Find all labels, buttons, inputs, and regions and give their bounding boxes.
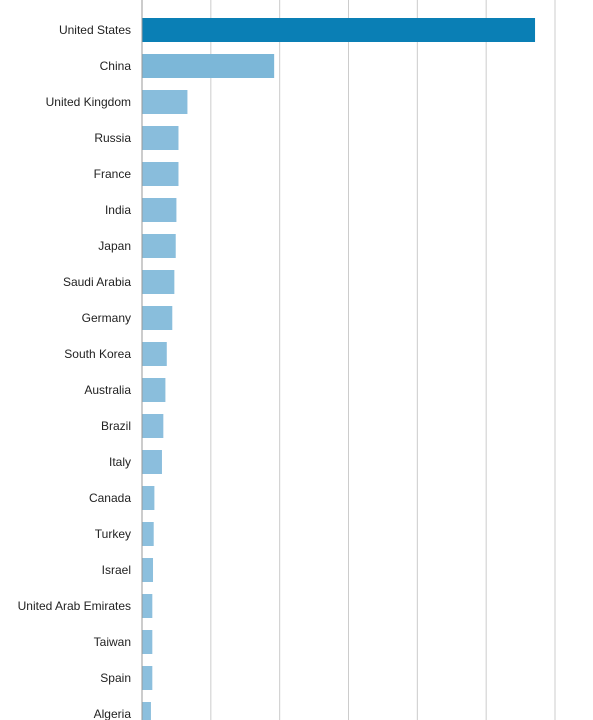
- category-label: Italy: [109, 455, 131, 469]
- bar-china: [142, 54, 275, 78]
- bars: [142, 18, 536, 720]
- category-label: Taiwan: [94, 635, 131, 649]
- bar-israel: [142, 558, 154, 582]
- category-label: Saudi Arabia: [63, 275, 131, 289]
- bar-turkey: [142, 522, 154, 546]
- bar-taiwan: [142, 630, 153, 654]
- bar-japan: [142, 234, 176, 258]
- category-label: Algeria: [94, 707, 132, 720]
- bar-france: [142, 162, 179, 186]
- category-label: France: [94, 167, 132, 181]
- category-label: Canada: [89, 491, 131, 505]
- bar-india: [142, 198, 177, 222]
- gridlines: [210, 0, 556, 720]
- category-labels: United States China United Kingdom Russia Fr…: [18, 23, 132, 720]
- bar-united-kingdom: [142, 90, 188, 114]
- category-label: Japan: [98, 239, 131, 253]
- bar-algeria: [142, 702, 151, 720]
- category-label: United Kingdom: [46, 95, 131, 109]
- category-label: Australia: [84, 383, 131, 397]
- bar-united-states: [142, 18, 536, 42]
- category-label: Brazil: [101, 419, 131, 433]
- bar-united-arab-emirates: [142, 594, 153, 618]
- bar-brazil: [142, 414, 164, 438]
- bar-canada: [142, 486, 155, 510]
- category-label: South Korea: [64, 347, 131, 361]
- bar-russia: [142, 126, 179, 150]
- bar-italy: [142, 450, 162, 474]
- category-label: Israel: [102, 563, 131, 577]
- category-label: United States: [59, 23, 131, 37]
- category-label: India: [105, 203, 131, 217]
- category-label: China: [100, 59, 132, 73]
- category-label: Germany: [82, 311, 131, 325]
- bar-australia: [142, 378, 166, 402]
- bar-saudi-arabia: [142, 270, 175, 294]
- bar-germany: [142, 306, 173, 330]
- bar-spain: [142, 666, 153, 690]
- category-label: Russia: [94, 131, 131, 145]
- category-label: Turkey: [95, 527, 131, 541]
- category-label: United Arab Emirates: [18, 599, 131, 613]
- bar-south-korea: [142, 342, 167, 366]
- category-label: Spain: [100, 671, 131, 685]
